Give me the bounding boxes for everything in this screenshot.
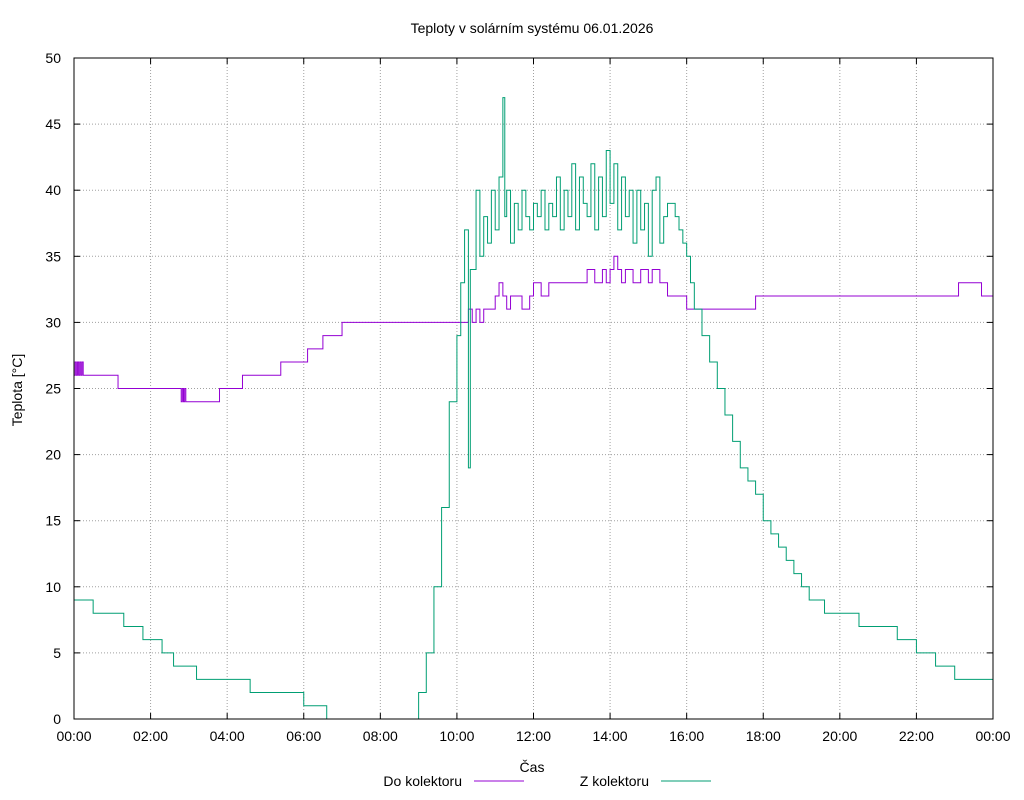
y-tick-label: 20: [45, 447, 61, 463]
y-tick-label: 5: [53, 645, 61, 661]
x-tick-label: 22:00: [899, 728, 934, 744]
x-tick-label: 20:00: [822, 728, 857, 744]
y-tick-label: 40: [45, 182, 61, 198]
y-tick-label: 10: [45, 579, 61, 595]
x-tick-label: 06:00: [286, 728, 321, 744]
axis-ticks: 00:00 02:00 04:00 06:00 08:00 10:00 12:00 14:00…: [45, 50, 1010, 744]
series-line-z-kolektoru: [74, 97, 993, 719]
series-line-do-kolektoru: [74, 255, 993, 403]
y-tick-label: 35: [45, 248, 61, 264]
x-tick-label: 08:00: [363, 728, 398, 744]
y-tick-label: 15: [45, 513, 61, 529]
chart-title: Teploty v solárním systému 06.01.2026: [411, 20, 654, 36]
y-tick-label: 45: [45, 116, 61, 132]
x-tick-label: 18:00: [746, 728, 781, 744]
x-axis-label: Čas: [520, 759, 545, 775]
y-tick-label: 30: [45, 314, 61, 330]
x-tick-label: 00:00: [56, 728, 91, 744]
grid-lines: [74, 58, 993, 719]
legend-label-do-kolektoru: Do kolektoru: [383, 773, 462, 789]
x-tick-label: 04:00: [210, 728, 245, 744]
y-tick-label: 0: [53, 711, 61, 727]
y-tick-label: 25: [45, 381, 61, 397]
series-layer: [74, 97, 993, 719]
x-tick-label: 10:00: [439, 728, 474, 744]
x-tick-label: 00:00: [975, 728, 1010, 744]
y-tick-label: 50: [45, 50, 61, 66]
x-tick-label: 16:00: [669, 728, 704, 744]
x-tick-label: 12:00: [516, 728, 551, 744]
y-axis-label: Teplota [°C]: [9, 354, 25, 427]
x-tick-label: 02:00: [133, 728, 168, 744]
legend-label-z-kolektoru: Z kolektoru: [580, 773, 649, 789]
legend: Do kolektoru Z kolektoru: [383, 773, 711, 789]
x-tick-label: 14:00: [593, 728, 628, 744]
